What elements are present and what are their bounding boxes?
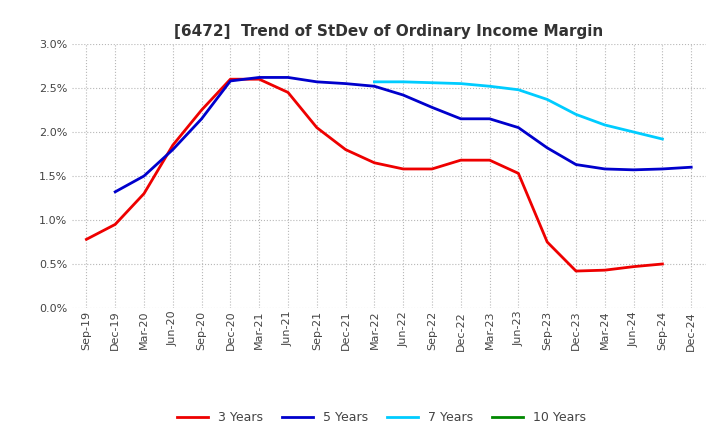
Title: [6472]  Trend of StDev of Ordinary Income Margin: [6472] Trend of StDev of Ordinary Income… [174,24,603,39]
Legend: 3 Years, 5 Years, 7 Years, 10 Years: 3 Years, 5 Years, 7 Years, 10 Years [172,407,591,429]
